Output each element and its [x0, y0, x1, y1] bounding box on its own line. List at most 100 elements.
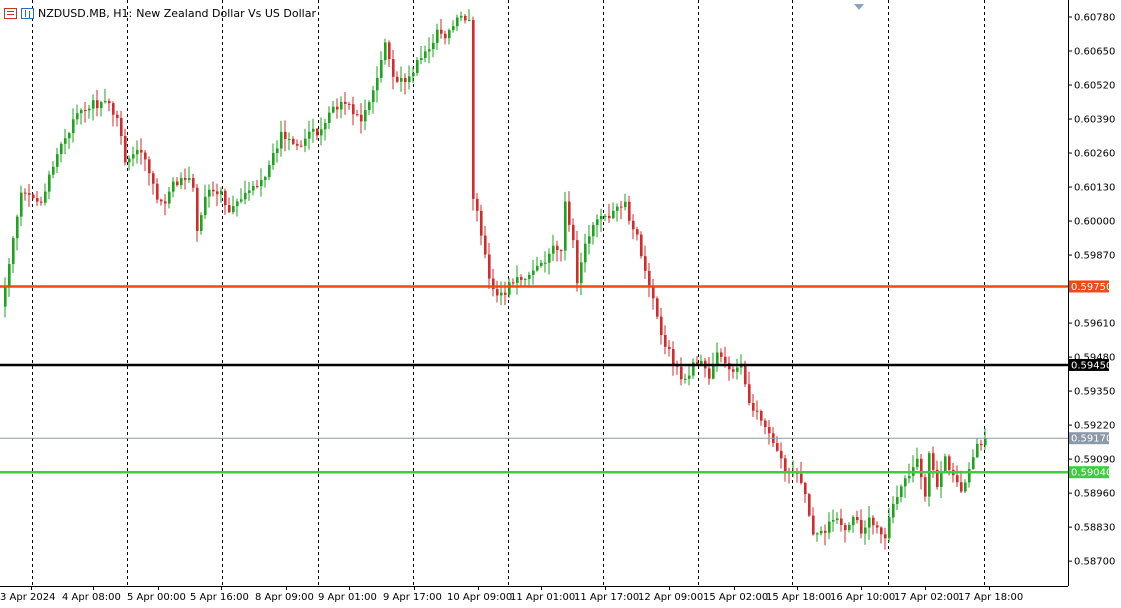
candle: [220, 187, 223, 203]
candle-body: [472, 20, 475, 199]
candle: [292, 136, 295, 146]
candle-body: [332, 106, 335, 113]
candle-body: [432, 42, 435, 50]
candle: [80, 108, 83, 125]
candle: [308, 120, 311, 150]
candle-body: [816, 533, 819, 535]
candle-body: [648, 270, 651, 287]
candle: [76, 104, 79, 125]
candle: [568, 191, 571, 232]
candle: [172, 177, 175, 198]
candle-body: [316, 128, 319, 136]
candle-body: [904, 478, 907, 487]
candle: [764, 418, 767, 435]
candle: [344, 92, 347, 115]
candle: [144, 150, 147, 172]
bid-price-label: 0.59170: [1071, 434, 1112, 445]
time-axis: 3 Apr 2024 4 Apr 08:00 5 Apr 00:00 5 Apr 16…: [0, 586, 1068, 603]
time-tick-label: 10 Apr 09:00: [447, 592, 512, 603]
candle-body: [756, 410, 759, 412]
candle-body: [572, 224, 575, 241]
candle-body: [932, 453, 935, 470]
candle-body: [560, 250, 563, 252]
candle-body: [544, 262, 547, 264]
candle: [864, 520, 867, 545]
candle-body: [456, 17, 459, 27]
candle: [888, 507, 891, 543]
candle-body: [240, 199, 243, 202]
candle: [140, 138, 143, 165]
candle-body: [284, 131, 287, 140]
candle: [164, 194, 167, 216]
price-tick-label: 0.60520: [1074, 81, 1115, 92]
candle: [824, 524, 827, 546]
candle: [20, 185, 23, 227]
chart-description: New Zealand Dollar Vs US Dollar: [136, 6, 316, 20]
chart-symbol: NZDUSD.MB, H1:: [38, 6, 133, 20]
candle: [780, 442, 783, 469]
candle-body: [476, 198, 479, 211]
candle-body: [724, 356, 727, 364]
candle-body: [652, 286, 655, 299]
time-tick-label: 11 Apr 01:00: [510, 592, 575, 603]
grid-lines: [32, 0, 985, 586]
candle-body: [556, 245, 559, 251]
candle: [796, 467, 799, 483]
candle-body: [960, 482, 963, 492]
candle-body: [212, 189, 215, 192]
candle-body: [72, 119, 75, 134]
candle-body: [856, 516, 859, 521]
price-tick-label: 0.58960: [1074, 489, 1115, 500]
candle: [300, 140, 303, 148]
candle: [916, 447, 919, 470]
candle: [728, 356, 731, 381]
candle-body: [380, 59, 383, 78]
candle-body: [532, 270, 535, 275]
candle: [60, 141, 63, 163]
candle: [336, 98, 339, 119]
candle-body: [404, 77, 407, 83]
candle: [924, 474, 927, 502]
candle-body: [536, 265, 539, 271]
price-tick-label: 0.59610: [1074, 319, 1115, 330]
candle-body: [464, 15, 467, 21]
candle: [636, 226, 639, 241]
candle-body: [320, 129, 323, 136]
candle-body: [264, 177, 267, 181]
one-click-trading-icon[interactable]: [4, 7, 17, 19]
candle-body: [540, 262, 543, 266]
time-tick-label: 9 Apr 17:00: [383, 592, 442, 603]
candle: [112, 101, 115, 127]
candle-body: [848, 525, 851, 531]
candle: [632, 214, 635, 240]
candle-body: [680, 366, 683, 380]
candle: [536, 256, 539, 272]
candle-body: [864, 527, 867, 534]
time-tick-label: 16 Apr 10:00: [830, 592, 895, 603]
candle-body: [656, 298, 659, 317]
candle: [936, 460, 939, 490]
candle-body: [852, 516, 855, 526]
candle: [12, 235, 15, 274]
candle-body: [328, 112, 331, 123]
candle: [248, 182, 251, 201]
candle: [192, 173, 195, 192]
candle: [200, 212, 203, 235]
candle: [148, 156, 151, 186]
candle: [340, 96, 343, 119]
candle-body: [364, 110, 367, 122]
candle: [444, 30, 447, 45]
market-depth-icon[interactable]: [21, 7, 34, 19]
shift-marker-icon[interactable]: [854, 4, 864, 10]
candle: [328, 106, 331, 130]
candle-body: [728, 363, 731, 370]
candle-body: [136, 149, 139, 155]
price-tick-label: 0.60390: [1074, 115, 1115, 126]
candle: [96, 89, 99, 117]
candle-body: [172, 181, 175, 192]
candle: [412, 67, 415, 84]
candle-body: [88, 108, 91, 111]
candle-body: [720, 352, 723, 357]
